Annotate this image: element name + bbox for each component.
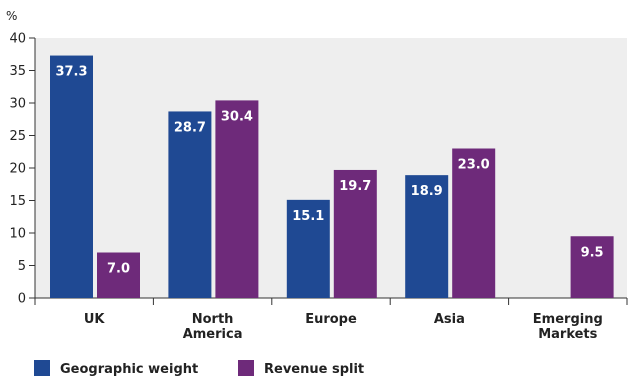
- y-tick-label: 0: [18, 292, 26, 307]
- x-tick-label: UK: [84, 312, 106, 327]
- y-tick-label: 35: [9, 64, 26, 79]
- legend-swatch: [34, 360, 50, 376]
- bar: [97, 252, 140, 298]
- x-tick-label: Asia: [434, 312, 465, 327]
- data-label: 37.3: [55, 65, 87, 80]
- x-tick-label: Europe: [305, 312, 357, 327]
- x-tick-label: Emerging Markets: [533, 312, 603, 342]
- bar: [405, 175, 449, 298]
- y-tick-label: 30: [9, 97, 26, 112]
- y-tick-label: 25: [9, 129, 26, 144]
- y-axis-unit-label: %: [6, 9, 17, 23]
- x-tick-label: North America: [183, 312, 243, 342]
- data-label: 7.0: [107, 262, 130, 277]
- bar: [333, 169, 377, 298]
- legend: Geographic weight Revenue split: [34, 360, 364, 377]
- legend-label: Revenue split: [264, 362, 364, 377]
- bar: [50, 55, 93, 298]
- legend-label: Geographic weight: [60, 362, 198, 377]
- bars: [50, 55, 614, 299]
- data-label: 30.4: [221, 109, 253, 124]
- y-tick-label: 10: [9, 227, 26, 242]
- data-label: 9.5: [581, 245, 604, 260]
- bar: [452, 148, 496, 298]
- bar: [570, 236, 614, 298]
- data-label: 15.1: [292, 209, 324, 224]
- y-tick-label: 40: [9, 32, 26, 47]
- data-label: 28.7: [174, 120, 206, 135]
- data-label: 18.9: [411, 184, 443, 199]
- bar: [286, 199, 330, 298]
- legend-swatch: [238, 360, 254, 376]
- data-label: 23.0: [458, 158, 490, 173]
- bar: [168, 111, 212, 298]
- bar: [215, 100, 259, 299]
- data-label: 19.7: [339, 179, 371, 194]
- y-tick-label: 5: [18, 259, 26, 274]
- y-tick-label: 20: [9, 162, 26, 177]
- data-labels: 37.3 28.7 15.1 18.9 7.0 30.4 19.7 23.0 9.5: [55, 65, 603, 277]
- y-tick-label: 15: [9, 194, 26, 209]
